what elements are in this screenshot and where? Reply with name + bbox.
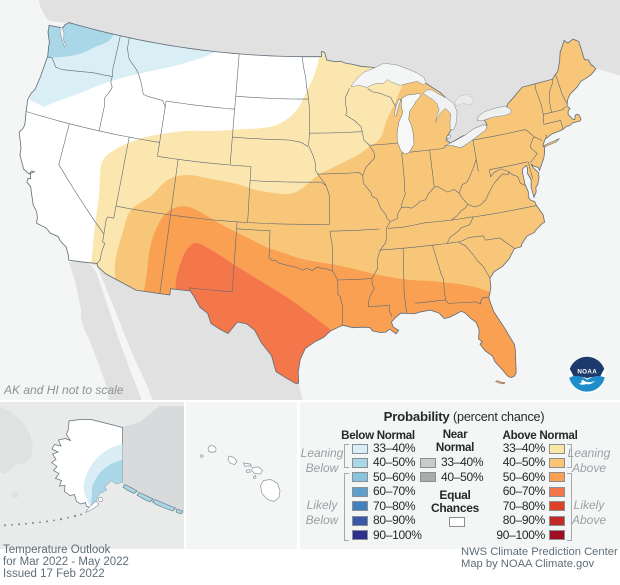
svg-text:NOAA: NOAA [577,368,597,375]
